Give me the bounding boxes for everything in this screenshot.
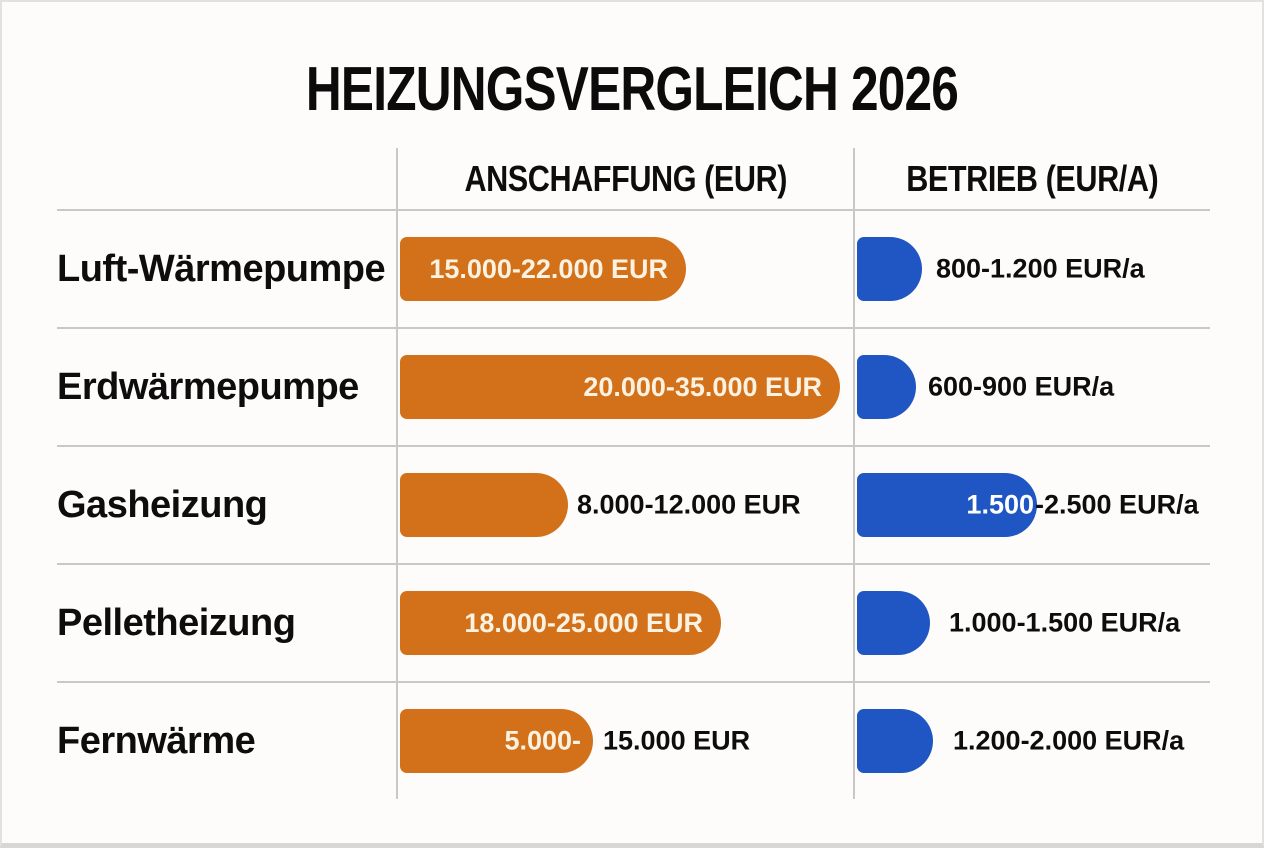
table-row-pelletheizung: Pelletheizung 18.000-25.000 EUR 1.000-1.… (57, 563, 1210, 681)
operation-cell: 600-900 EUR/a (854, 329, 1210, 445)
operation-value-outside: 1.000-1.500 EUR/a (949, 607, 1181, 638)
column-divider-acquisition (396, 148, 398, 799)
table-row-luft-waermepumpe: Luft-Wärmepumpe 15.000-22.000 EUR 800-1.… (57, 209, 1210, 327)
operation-cell: 800-1.200 EUR/a (854, 211, 1210, 327)
operation-value-outside: 800-1.200 EUR/a (936, 253, 1145, 284)
acquisition-cell: 8.000-12.000 EUR (397, 447, 854, 563)
row-label: Fernwärme (57, 719, 256, 762)
acquisition-cell: 20.000-35.000 EUR (397, 329, 854, 445)
column-divider-operation (853, 148, 855, 799)
operation-bar (857, 237, 922, 301)
operation-value-outside: -2.500 EUR/a (1035, 489, 1199, 520)
header-cell-acquisition: ANSCHAFFUNG (EUR) (397, 158, 854, 200)
table-row-erdwaermepumpe: Erdwärmepumpe 20.000-35.000 EUR 600-900 … (57, 327, 1210, 445)
column-header-acquisition: ANSCHAFFUNG (EUR) (464, 157, 787, 199)
acquisition-bar: 18.000-25.000 EUR (400, 591, 721, 655)
acquisition-value-outside: 8.000-12.000 EUR (577, 489, 801, 520)
row-label: Pelletheizung (57, 601, 296, 644)
table-row-gasheizung: Gasheizung 8.000-12.000 EUR 1.500 -2.500… (57, 445, 1210, 563)
operation-bar (857, 355, 916, 419)
comparison-table: ANSCHAFFUNG (EUR) BETRIEB (EUR/A) Luft-W… (57, 148, 1210, 799)
acquisition-bar: 20.000-35.000 EUR (400, 355, 840, 419)
operation-value-split: 1.500 (966, 489, 1034, 520)
acquisition-value-split: 5.000- (504, 725, 581, 756)
acquisition-cell: 18.000-25.000 EUR (397, 565, 854, 681)
acquisition-cell: 5.000- 15.000 EUR (397, 683, 854, 799)
header-cell-operation: BETRIEB (EUR/A) (854, 158, 1210, 200)
acquisition-cell: 15.000-22.000 EUR (397, 211, 854, 327)
table-header-row: ANSCHAFFUNG (EUR) BETRIEB (EUR/A) (57, 148, 1210, 209)
acquisition-value-inside: 20.000-35.000 EUR (583, 371, 822, 402)
acquisition-value-inside: 18.000-25.000 EUR (464, 607, 703, 638)
acquisition-value-inside: 15.000-22.000 EUR (429, 253, 668, 284)
operation-bar (857, 591, 930, 655)
operation-cell: 1.500 -2.500 EUR/a (854, 447, 1210, 563)
row-label: Erdwärmepumpe (57, 365, 359, 408)
acquisition-value-outside: 15.000 EUR (603, 725, 751, 756)
operation-cell: 1.000-1.500 EUR/a (854, 565, 1210, 681)
column-header-operation: BETRIEB (EUR/A) (905, 157, 1159, 199)
acquisition-bar (400, 709, 593, 773)
operation-cell: 1.200-2.000 EUR/a (854, 683, 1210, 799)
row-label: Luft-Wärmepumpe (57, 247, 386, 290)
acquisition-bar (400, 473, 568, 537)
operation-bar (857, 709, 933, 773)
operation-value-outside: 1.200-2.000 EUR/a (953, 725, 1185, 756)
table-row-fernwaerme: Fernwärme 5.000- 15.000 EUR 1.200-2.000 … (57, 681, 1210, 799)
operation-bar (857, 473, 1037, 537)
operation-value-outside: 600-900 EUR/a (928, 371, 1115, 402)
acquisition-bar: 15.000-22.000 EUR (400, 237, 686, 301)
row-label: Gasheizung (57, 483, 268, 526)
page-title: HEIZUNGSVERGLEICH 2026 (305, 55, 959, 124)
